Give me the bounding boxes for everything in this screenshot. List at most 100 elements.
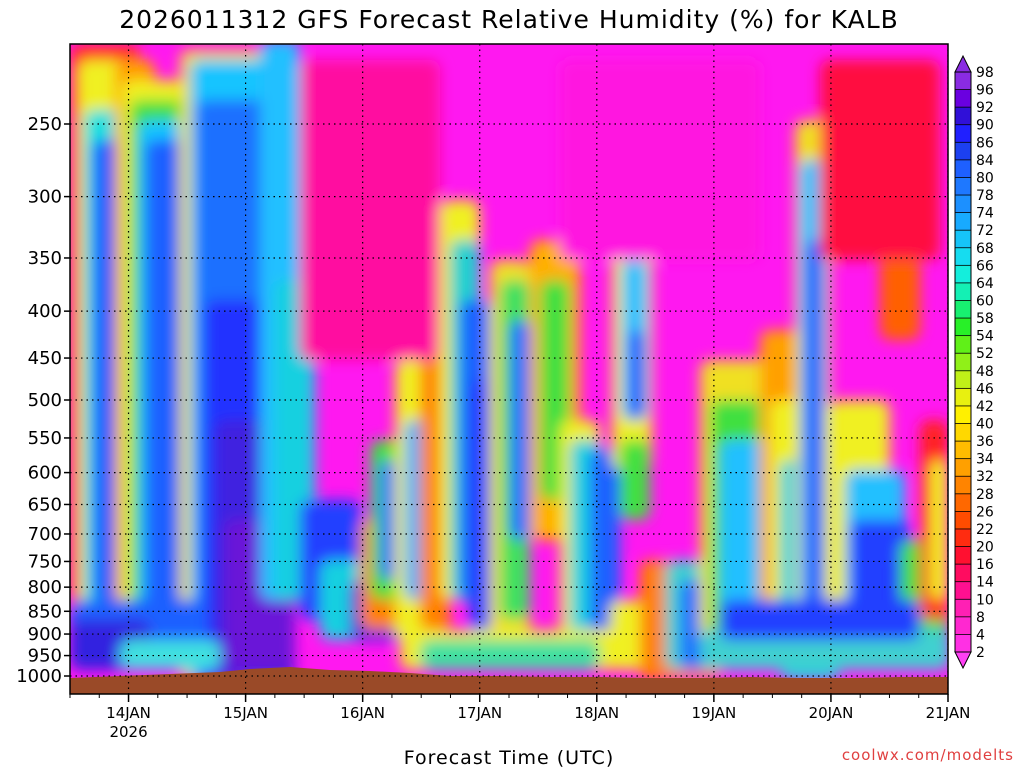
colorbar-max-arrow [954, 54, 972, 73]
colorbar-swatch-34 [955, 458, 971, 477]
colorbar-swatch-10 [955, 599, 971, 618]
colorbar-label-72: 72 [976, 223, 994, 239]
colorbar-label-16: 16 [976, 557, 994, 573]
colorbar-swatch-74 [955, 212, 971, 231]
colorbar-min-arrow [954, 651, 972, 670]
x-tick-label-15JAN: 15JAN [223, 704, 268, 722]
colorbar-swatch-58 [955, 318, 971, 337]
rh-region-71 [300, 60, 440, 360]
colorbar-swatch-92 [955, 107, 971, 126]
rh-region-3 [92, 140, 122, 600]
colorbar-label-10: 10 [976, 592, 994, 608]
rh-region-63 [930, 460, 948, 600]
colorbar-swatch-22 [955, 528, 971, 548]
colorbar-label-96: 96 [976, 83, 994, 99]
colorbar-label-48: 48 [976, 364, 994, 380]
colorbar-swatch-48 [955, 370, 971, 389]
rh-region-73 [820, 60, 940, 260]
colorbar-swatch-46 [955, 388, 971, 407]
colorbar-swatch-14 [955, 581, 971, 600]
colorbar-label-92: 92 [976, 100, 994, 116]
y-axis: 2503003504004505005506006507007508008509… [16, 114, 70, 687]
colorbar-swatch-90 [955, 124, 971, 143]
rh-region-41 [620, 440, 650, 520]
colorbar-swatch-8 [955, 616, 971, 635]
x-tick-label-20JAN: 20JAN [809, 704, 854, 722]
colorbar-swatch-86 [955, 142, 971, 161]
colorbar: 9896929086848078747268666460585452484642… [954, 54, 994, 670]
colorbar-swatch-84 [955, 159, 971, 178]
y-tick-label-550: 550 [28, 428, 62, 449]
x-axis-label: Forecast Time (UTC) [404, 747, 614, 768]
colorbar-label-78: 78 [976, 188, 994, 204]
colorbar-swatch-32 [955, 476, 971, 495]
y-tick-label-850: 850 [28, 601, 62, 622]
colorbar-label-46: 46 [976, 381, 994, 397]
colorbar-label-14: 14 [976, 575, 994, 591]
y-tick-label-600: 600 [28, 463, 62, 484]
rh-region-70 [720, 600, 920, 640]
colorbar-swatch-66 [955, 265, 971, 284]
colorbar-swatch-54 [955, 335, 971, 354]
y-tick-label-750: 750 [28, 551, 62, 572]
colorbar-swatch-68 [955, 247, 971, 266]
colorbar-swatch-4 [955, 634, 971, 653]
colorbar-label-60: 60 [976, 293, 994, 309]
colorbar-swatch-78 [955, 195, 971, 214]
colorbar-label-4: 4 [976, 627, 985, 643]
y-tick-label-500: 500 [28, 390, 62, 411]
colorbar-swatch-60 [955, 300, 971, 319]
colorbar-label-42: 42 [976, 399, 994, 415]
rh-region-40 [628, 330, 646, 420]
colorbar-swatch-96 [955, 89, 971, 108]
colorbar-label-32: 32 [976, 469, 994, 485]
y-tick-label-700: 700 [28, 524, 62, 545]
y-tick-label-350: 350 [28, 248, 62, 269]
x-tick-label-19JAN: 19JAN [691, 704, 736, 722]
y-tick-label-250: 250 [28, 114, 62, 135]
colorbar-label-22: 22 [976, 522, 994, 538]
x-tick-label-21JAN: 21JAN [926, 704, 971, 722]
colorbar-label-90: 90 [976, 118, 994, 134]
x-tick-year-label: 2026 [109, 723, 147, 741]
colorbar-label-54: 54 [976, 329, 994, 345]
colorbar-label-58: 58 [976, 311, 994, 327]
colorbar-label-2: 2 [976, 645, 985, 661]
rh-region-59 [880, 240, 920, 340]
colorbar-label-20: 20 [976, 540, 994, 556]
y-tick-label-400: 400 [28, 301, 62, 322]
y-tick-label-900: 900 [28, 624, 62, 645]
colorbar-swatch-52 [955, 353, 971, 372]
x-tick-label-17JAN: 17JAN [457, 704, 502, 722]
colorbar-swatch-64 [955, 282, 971, 301]
colorbar-swatch-72 [955, 230, 971, 249]
x-tick-label-14JAN: 14JAN [106, 704, 151, 722]
y-tick-label-1000: 1000 [16, 666, 62, 687]
colorbar-label-28: 28 [976, 487, 994, 503]
colorbar-label-8: 8 [976, 610, 985, 626]
y-tick-label-950: 950 [28, 646, 62, 667]
x-tick-label-16JAN: 16JAN [340, 704, 385, 722]
gridlines [70, 44, 948, 694]
colorbar-swatch-16 [955, 564, 971, 583]
colorbar-label-36: 36 [976, 434, 994, 450]
humidity-field [70, 44, 948, 680]
colorbar-label-66: 66 [976, 258, 994, 274]
colorbar-label-74: 74 [976, 206, 994, 222]
colorbar-swatch-42 [955, 405, 971, 425]
colorbar-swatch-98 [955, 72, 971, 91]
terrain-ground [70, 667, 948, 694]
rh-region-69 [700, 630, 948, 670]
colorbar-label-26: 26 [976, 504, 994, 520]
colorbar-label-86: 86 [976, 135, 994, 151]
credit-link[interactable]: coolwx.com/modelts [842, 746, 1014, 764]
rh-region-72 [560, 60, 760, 260]
chart-title: 2026011312 GFS Forecast Relative Humidit… [119, 5, 899, 34]
y-tick-label-450: 450 [28, 348, 62, 369]
colorbar-label-84: 84 [976, 153, 994, 169]
colorbar-swatch-26 [955, 511, 971, 530]
colorbar-swatch-80 [955, 177, 971, 196]
colorbar-label-80: 80 [976, 170, 994, 186]
x-tick-label-18JAN: 18JAN [574, 704, 619, 722]
plot-area [70, 44, 948, 694]
